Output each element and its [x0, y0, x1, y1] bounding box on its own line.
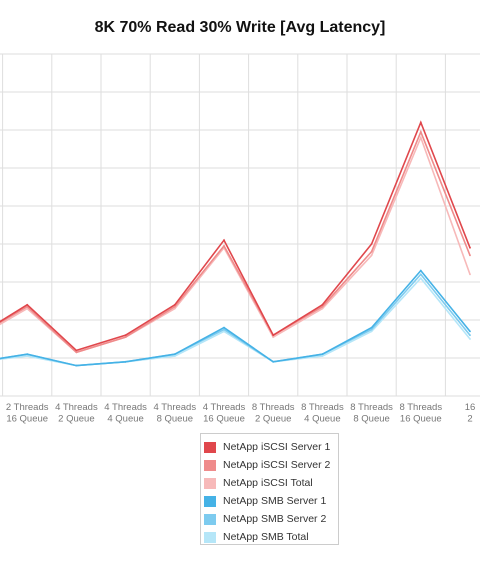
- data-point: [321, 353, 324, 356]
- legend-label: NetApp iSCSI Total: [223, 477, 313, 489]
- legend-swatch: [204, 477, 216, 489]
- data-point: [419, 269, 422, 272]
- x-tick-label: 16 Queue: [400, 414, 442, 425]
- data-point: [26, 303, 29, 306]
- data-point: [124, 334, 127, 337]
- data-point: [469, 254, 471, 257]
- data-point: [223, 245, 225, 247]
- x-tick-label: 2: [467, 414, 472, 425]
- data-point: [272, 336, 275, 338]
- data-point: [469, 273, 471, 276]
- data-point: [223, 330, 225, 333]
- series-line: [0, 129, 471, 354]
- data-point: [124, 336, 127, 338]
- data-point: [173, 305, 176, 308]
- data-point: [419, 136, 422, 139]
- legend-item: NetApp SMB Server 1: [204, 492, 338, 510]
- data-point: [272, 360, 275, 363]
- series-line: [0, 120, 471, 352]
- x-tick-label: 16 Queue: [6, 414, 48, 425]
- data-point: [75, 364, 78, 367]
- legend-swatch: [204, 513, 216, 525]
- chart-title: 8K 70% Read 30% Write [Avg Latency]: [94, 19, 386, 36]
- data-point: [223, 326, 225, 329]
- data-point: [124, 360, 127, 363]
- data-point: [75, 349, 78, 352]
- data-point: [173, 353, 176, 356]
- data-point: [419, 121, 422, 124]
- x-tick-label: 8 Queue: [157, 414, 193, 425]
- data-point: [321, 355, 324, 357]
- data-point: [173, 307, 176, 310]
- data-point: [370, 254, 373, 257]
- x-tick-label: 4 Queue: [304, 414, 340, 425]
- x-tick-label: 8 Threads: [350, 402, 393, 413]
- legend-item: NetApp iSCSI Server 1: [204, 438, 338, 456]
- x-tick-label: 4 Threads: [153, 402, 196, 413]
- data-point: [419, 273, 422, 276]
- legend-swatch: [204, 495, 216, 507]
- data-point: [370, 330, 373, 333]
- legend-item: NetApp SMB Total: [204, 528, 338, 546]
- legend-label: NetApp iSCSI Server 1: [223, 441, 331, 453]
- data-point: [370, 250, 373, 253]
- x-tick-label: 8 Queue: [353, 414, 389, 425]
- series-line: [0, 276, 471, 367]
- legend-swatch: [204, 459, 216, 471]
- data-point: [419, 131, 422, 133]
- x-tick-label: 8 Threads: [252, 402, 295, 413]
- data-point: [321, 303, 324, 306]
- data-point: [26, 355, 29, 357]
- series-layer: [0, 120, 471, 367]
- legend-item: NetApp iSCSI Total: [204, 474, 338, 492]
- data-point: [321, 307, 324, 310]
- legend-item: NetApp SMB Server 2: [204, 510, 338, 528]
- legend-item: NetApp iSCSI Server 2: [204, 456, 338, 474]
- x-tick-label: 4 Threads: [55, 402, 98, 413]
- data-point: [223, 328, 225, 331]
- data-point: [469, 330, 471, 333]
- data-point: [469, 334, 471, 337]
- x-tick-label: 4 Queue: [107, 414, 143, 425]
- legend: NetApp iSCSI Server 1 NetApp iSCSI Server…: [200, 433, 339, 545]
- data-point: [321, 305, 324, 308]
- legend-label: NetApp SMB Total: [223, 531, 309, 543]
- x-tick-label: 2 Queue: [58, 414, 94, 425]
- legend-label: NetApp SMB Server 1: [223, 495, 327, 507]
- legend-swatch: [204, 531, 216, 543]
- x-tick-label: 8 Threads: [301, 402, 344, 413]
- x-tick-label: 8 Threads: [399, 402, 442, 413]
- data-point: [469, 338, 471, 340]
- x-tick-label: 16 Queue: [203, 414, 245, 425]
- x-tick-label: 4 Threads: [104, 402, 147, 413]
- grid: [0, 53, 480, 397]
- x-tick-label: 16: [465, 402, 476, 413]
- legend-swatch: [204, 441, 216, 453]
- data-point: [223, 239, 225, 242]
- data-point: [370, 326, 373, 329]
- legend-label: NetApp SMB Server 2: [223, 513, 327, 525]
- data-point: [370, 243, 373, 245]
- x-tick-label: 2 Queue: [255, 414, 291, 425]
- data-point: [469, 246, 471, 249]
- data-point: [26, 353, 29, 356]
- x-tick-label: 4 Threads: [203, 402, 246, 413]
- data-point: [173, 355, 176, 357]
- data-point: [75, 351, 78, 354]
- data-point: [173, 303, 176, 306]
- legend-label: NetApp iSCSI Server 2: [223, 459, 331, 471]
- data-point: [370, 328, 373, 331]
- data-point: [272, 334, 275, 337]
- series-line: [0, 269, 471, 367]
- x-tick-label: 2 Threads: [6, 402, 49, 413]
- data-point: [419, 277, 422, 280]
